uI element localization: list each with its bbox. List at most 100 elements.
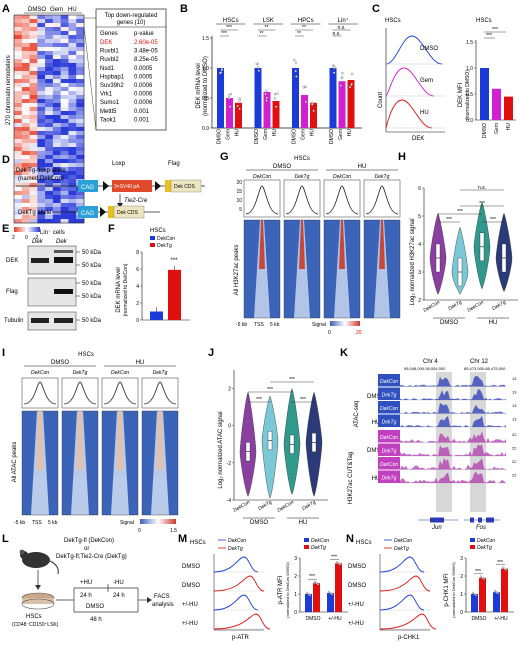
- n-bar-legend-con: DekCon: [477, 538, 495, 544]
- e-band-dek-con: [31, 258, 49, 263]
- b-dot: [339, 84, 342, 87]
- heatmap-cell: [60, 19, 69, 24]
- g-heat-frame: [243, 219, 281, 319]
- heatmap-cell: [60, 51, 69, 56]
- i-xtick: -5 kb: [14, 520, 25, 526]
- k-track-label-bg: [378, 374, 400, 387]
- b-ylabel-2: (normalized to DMSO): [203, 56, 209, 116]
- h-sig: ***: [446, 217, 452, 223]
- panel-c-letter: C: [372, 3, 380, 15]
- heatmap-cell: [45, 135, 54, 140]
- m-legend-con: DekCon: [228, 538, 246, 544]
- panel-g-letter: G: [220, 151, 229, 163]
- b-dot: [238, 97, 241, 100]
- b-dot: [236, 104, 239, 108]
- b-dot: [238, 99, 241, 102]
- heatmap-cell: [37, 79, 46, 84]
- h-ylabel: Log₂ normalized H3K27ac signal: [410, 218, 416, 305]
- b-dot: [348, 85, 352, 89]
- heatmap-cell: [29, 111, 38, 116]
- heatmap-cell: [37, 211, 46, 216]
- k-track-scale: 22: [512, 432, 517, 437]
- b-dot: [295, 75, 298, 78]
- heatmap-cell: [60, 27, 69, 32]
- heatmap-cell: [68, 155, 77, 160]
- b-bar: [338, 81, 346, 128]
- k-chr4-range: 95,046,000-95,054,000: [404, 366, 446, 371]
- heatmap-cell: [37, 187, 46, 192]
- heatmap-cell: [29, 63, 38, 68]
- l-mouse-l3: DekTg-fl;Tie2-Cre (DekTg): [56, 554, 127, 560]
- heatmap-cell: [68, 215, 77, 220]
- g-col-label: DekTg: [295, 174, 310, 180]
- heatmap-cell: [21, 179, 30, 184]
- heatmap-cell: [45, 219, 54, 224]
- heatmap-cell: [76, 71, 85, 76]
- c-bar-ytick-label: 1.0: [466, 66, 473, 72]
- heatmap-cell: [60, 143, 69, 148]
- heatmap-cond-gem: Gem: [50, 7, 63, 13]
- i-cond: DMSO: [51, 360, 69, 366]
- heatmap-cell: [76, 115, 85, 120]
- heatmap-cell: [29, 159, 38, 164]
- h-sig: ***: [479, 201, 485, 207]
- heatmap-cell: [68, 171, 77, 176]
- panel-k: K Chr 4 95,046,000-95,054,000 Chr 12 85,…: [340, 347, 517, 531]
- heatmap-cell: [37, 163, 46, 168]
- m-bar-legend-con: DekCon: [311, 538, 329, 544]
- heatmap-cell: [60, 83, 69, 88]
- c-hist-ylabel: Count: [378, 92, 384, 108]
- k-track-label: DekCon: [380, 379, 398, 385]
- c-bar-ytick-label: 0.5: [466, 92, 473, 98]
- k-track-label: DekTg: [382, 449, 397, 455]
- heatmap-cell: [76, 63, 85, 68]
- k-track-signal: [400, 431, 506, 443]
- m-bar-ylabel2: (normalized to DekCon DMSO): [285, 562, 290, 618]
- heatmap-cell: [76, 123, 85, 128]
- heatmap-cell: [37, 207, 46, 212]
- i-title: HSCs: [78, 352, 94, 358]
- b-xcat: DMSO: [217, 129, 223, 144]
- heatmap-cell: [45, 43, 54, 48]
- heatmap-cell: [76, 151, 85, 156]
- heatmap-cell: [76, 79, 85, 84]
- heatmap-cell: [52, 111, 61, 116]
- heatmap-cell: [37, 199, 46, 204]
- f-ytick-label: 0: [136, 318, 139, 324]
- k-track-label: DekTg: [382, 420, 397, 426]
- g-ytick-label: 15: [236, 189, 242, 195]
- e-kda-1: 50 kDa: [82, 250, 102, 256]
- b-bar: [310, 102, 317, 128]
- n-row-label: +/-HU: [348, 602, 364, 608]
- heatmap-ylabel: 270 chromatin remodelers: [6, 55, 12, 125]
- heatmap-cell: [29, 151, 38, 156]
- e-kda-2: 50 kDa: [82, 263, 102, 269]
- c-bar-ylabel: DEK MFI: [458, 83, 464, 108]
- k-fos-exon1: [470, 517, 474, 523]
- j-sig: ***: [300, 397, 306, 403]
- heatmap-cell: [60, 155, 69, 160]
- heatmap-cell: [29, 147, 38, 152]
- heatmap-cell: [21, 151, 30, 156]
- n-title: HSCs: [356, 540, 372, 546]
- heatmap-cell: [21, 107, 30, 112]
- heatmap-cell: [29, 211, 38, 216]
- heatmap-cell: [52, 159, 61, 164]
- j-sig: ***: [267, 387, 273, 393]
- g-profile-box: [243, 179, 281, 218]
- heatmap-cell: [14, 151, 22, 156]
- m-bar: [335, 563, 342, 612]
- heatmap-cell: [52, 167, 61, 172]
- b-dot: [340, 76, 344, 79]
- b-dot: [304, 100, 308, 104]
- heatmap-cell: [45, 155, 54, 160]
- m-row-label: DMSO: [182, 564, 200, 570]
- k-atac-label: ATAC-seq: [354, 401, 360, 428]
- n-dot: [496, 592, 500, 595]
- panel-j-letter: J: [208, 347, 214, 359]
- heatmap-cell: [60, 115, 69, 120]
- heatmap-cell: [68, 75, 77, 80]
- heatmap-cell: [37, 75, 46, 80]
- top-genes-table: [95, 8, 167, 131]
